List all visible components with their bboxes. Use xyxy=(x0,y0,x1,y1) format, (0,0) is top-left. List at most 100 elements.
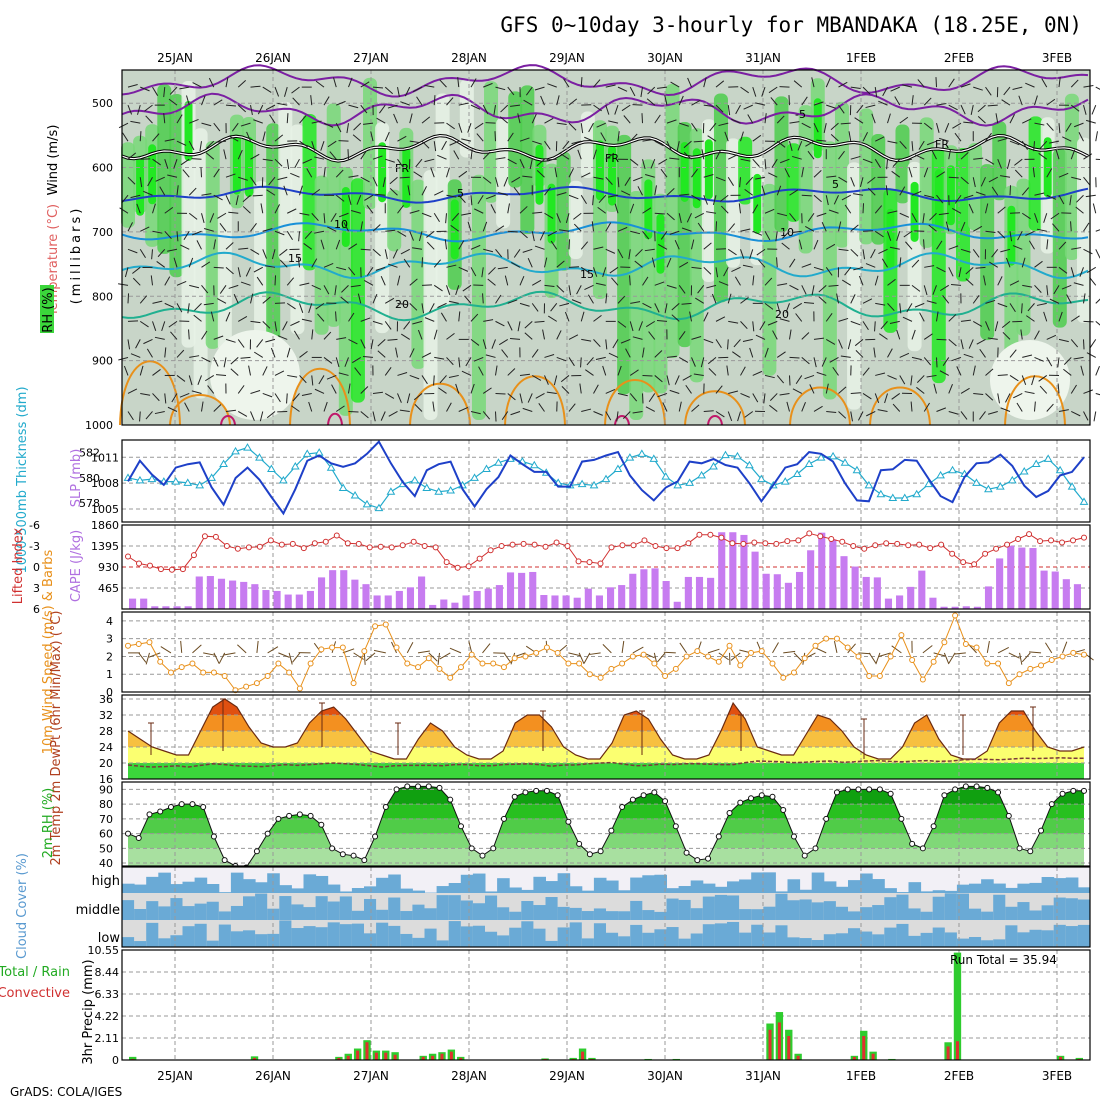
cloud-cover-cell xyxy=(485,931,498,947)
wind-barb xyxy=(311,120,322,124)
wind10m-line-point xyxy=(1048,657,1055,663)
wind-barb xyxy=(461,138,472,142)
rh2m-line-point xyxy=(135,835,142,841)
wind-barb xyxy=(803,301,815,304)
wind-barb xyxy=(360,248,371,251)
wind-barb xyxy=(485,122,496,124)
wind-barb xyxy=(899,352,910,358)
wind-barb xyxy=(237,411,248,417)
wind10m-line-point xyxy=(253,680,260,687)
wind-barb xyxy=(1076,194,1084,203)
wind-barb xyxy=(997,159,1002,169)
cape-bar xyxy=(940,606,948,609)
cloud-cover-cell xyxy=(400,933,413,947)
wind-barb xyxy=(805,225,815,232)
wind-barb xyxy=(666,119,677,124)
cloud-cover-cell xyxy=(835,933,849,947)
wind-barb xyxy=(461,212,472,216)
temp2m-tick: 20 xyxy=(99,757,113,770)
thickness-line-point xyxy=(948,465,957,474)
wind-barb xyxy=(917,79,925,88)
wind-barb xyxy=(948,339,957,347)
precip-convective-bar xyxy=(852,1056,856,1060)
wind-barb xyxy=(789,284,799,291)
wind-barb xyxy=(385,158,395,163)
wind-barb xyxy=(706,284,717,289)
rh2m-line-point xyxy=(995,789,1002,796)
wind10m-bg xyxy=(122,612,1090,692)
wind10m-barb xyxy=(875,652,881,665)
cape-tick: 465 xyxy=(98,582,119,595)
wind-barb xyxy=(323,213,326,224)
wind-barb xyxy=(579,383,582,394)
wind10m-line-point xyxy=(350,680,357,687)
wind10m-barb xyxy=(288,652,293,665)
wind-barb xyxy=(1065,122,1072,132)
wind-barb xyxy=(299,375,307,384)
wind-barb xyxy=(1063,368,1072,376)
wind-barb xyxy=(1095,86,1100,90)
wind-barb xyxy=(268,176,276,186)
rh-column-core xyxy=(547,183,556,244)
cloud-cover-cell xyxy=(993,894,1006,920)
wind-barb xyxy=(287,208,297,214)
wind-barb xyxy=(495,177,499,188)
temp-band xyxy=(128,763,1084,779)
wind-barb xyxy=(769,393,778,402)
wind-barb xyxy=(676,141,680,152)
wind-barb xyxy=(366,267,374,276)
wind-barb xyxy=(894,96,901,106)
contour-25 xyxy=(409,382,471,426)
wind-barb xyxy=(896,329,901,340)
wind-barb xyxy=(544,186,551,196)
wind-barb xyxy=(862,158,873,164)
wind-barb xyxy=(1089,277,1097,286)
wind-barb xyxy=(387,263,398,268)
thickness-line-point xyxy=(733,451,742,460)
wind-barb xyxy=(597,206,607,214)
wind-barb xyxy=(715,411,725,418)
wind-barb xyxy=(213,99,223,106)
wind-barb xyxy=(279,248,288,256)
wind-barb xyxy=(793,302,803,310)
upper-frame xyxy=(121,69,1091,426)
wind-barb xyxy=(1038,152,1048,160)
wind-barb xyxy=(439,375,447,384)
wind-barb xyxy=(556,191,567,196)
thickness-line-point xyxy=(876,489,886,498)
wind-barb xyxy=(1024,391,1035,394)
wind10m-barb xyxy=(138,652,147,663)
rh2m-line-point xyxy=(554,792,561,799)
rh2m-line-point xyxy=(189,801,196,808)
rh2m-line-point xyxy=(361,857,368,864)
wind-barb xyxy=(870,249,876,259)
precip-axis: 10.558.446.334.222.110 xyxy=(88,944,120,1067)
top-date-label: 25JAN xyxy=(157,51,193,65)
wind-barb xyxy=(826,243,836,250)
cloud-cover-cell xyxy=(400,911,413,920)
wind-barb xyxy=(380,411,386,421)
wind-barb xyxy=(866,411,876,417)
wind-barb xyxy=(532,279,542,286)
wind-barb xyxy=(485,194,496,200)
wind-barb xyxy=(476,133,484,142)
cloud-cover-cell xyxy=(848,880,861,893)
wind-barb xyxy=(629,133,638,142)
cloud-cover-fill xyxy=(122,872,1091,947)
cape-bar xyxy=(584,588,592,609)
wind-barb xyxy=(446,332,455,340)
wind-barb xyxy=(448,374,459,379)
wind-barb xyxy=(886,159,888,170)
wind-barb xyxy=(1028,240,1035,250)
wind-barb xyxy=(965,266,974,275)
wind-barb xyxy=(752,86,757,97)
wind-barb xyxy=(950,283,962,286)
wind-barb xyxy=(188,212,198,220)
wind-barb xyxy=(256,276,264,286)
wind-barb xyxy=(1034,213,1039,223)
wind10m-line-point xyxy=(876,673,883,679)
top-date-label: 3FEB xyxy=(1042,51,1072,65)
wind-barb xyxy=(360,386,369,394)
cloud-cover-cell xyxy=(436,940,450,947)
